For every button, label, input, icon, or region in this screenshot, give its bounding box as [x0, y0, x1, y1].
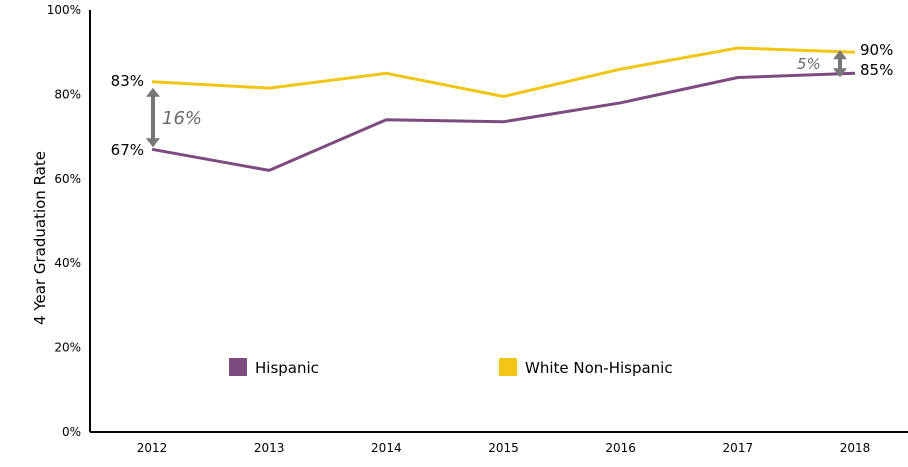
gap-start-label: 16%	[162, 108, 202, 129]
series-line-hispanic	[151, 71, 856, 172]
gap-arrow-start	[146, 87, 160, 148]
legend: Hispanic White Non-Hispanic	[229, 358, 673, 377]
series-line-white-non-hispanic	[151, 46, 856, 98]
data-label-hispanic-end: 85%	[860, 61, 893, 79]
data-label-white-start: 83%	[111, 72, 144, 90]
gap-annotations: 16% 5%	[146, 50, 847, 148]
data-labels: 83% 67% 90% 85%	[111, 41, 894, 159]
gap-end-label: 5%	[797, 55, 821, 73]
gap-arrow-end	[833, 50, 847, 78]
gap-arrow-end-head-down	[833, 68, 847, 78]
x-tick-label: 2012	[137, 441, 168, 455]
y-tick-label: 40%	[54, 256, 81, 270]
x-tick-label: 2015	[488, 441, 519, 455]
legend-swatch-hispanic	[229, 358, 247, 376]
y-tick-label: 80%	[54, 87, 81, 101]
x-tick-label: 2016	[605, 441, 636, 455]
y-tick-label: 20%	[54, 341, 81, 355]
y-tick-label: 100%	[47, 3, 81, 17]
x-tick-label: 2017	[723, 441, 754, 455]
y-tick-labels: 0% 20% 40% 60% 80% 100%	[47, 3, 81, 439]
y-tick-label: 60%	[54, 172, 81, 186]
data-label-white-end: 90%	[860, 41, 893, 59]
legend-label-hispanic: Hispanic	[255, 359, 319, 377]
series-lines	[151, 46, 856, 172]
axes	[89, 10, 908, 433]
x-tick-label: 2018	[840, 441, 871, 455]
gap-arrow-start-head-up	[146, 87, 160, 97]
y-axis-label: 4 Year Graduation Rate	[31, 151, 49, 325]
gap-arrow-start-head-down	[146, 138, 160, 148]
x-tick-labels: 2012 2013 2014 2015 2016 2017 2018	[137, 441, 871, 455]
x-tick-label: 2014	[371, 441, 402, 455]
legend-swatch-white-non-hispanic	[499, 358, 517, 376]
data-label-hispanic-start: 67%	[111, 141, 144, 159]
legend-label-white-non-hispanic: White Non-Hispanic	[525, 359, 673, 377]
x-tick-label: 2013	[254, 441, 285, 455]
y-tick-label: 0%	[62, 425, 81, 439]
gap-arrow-end-head-up	[833, 50, 847, 60]
